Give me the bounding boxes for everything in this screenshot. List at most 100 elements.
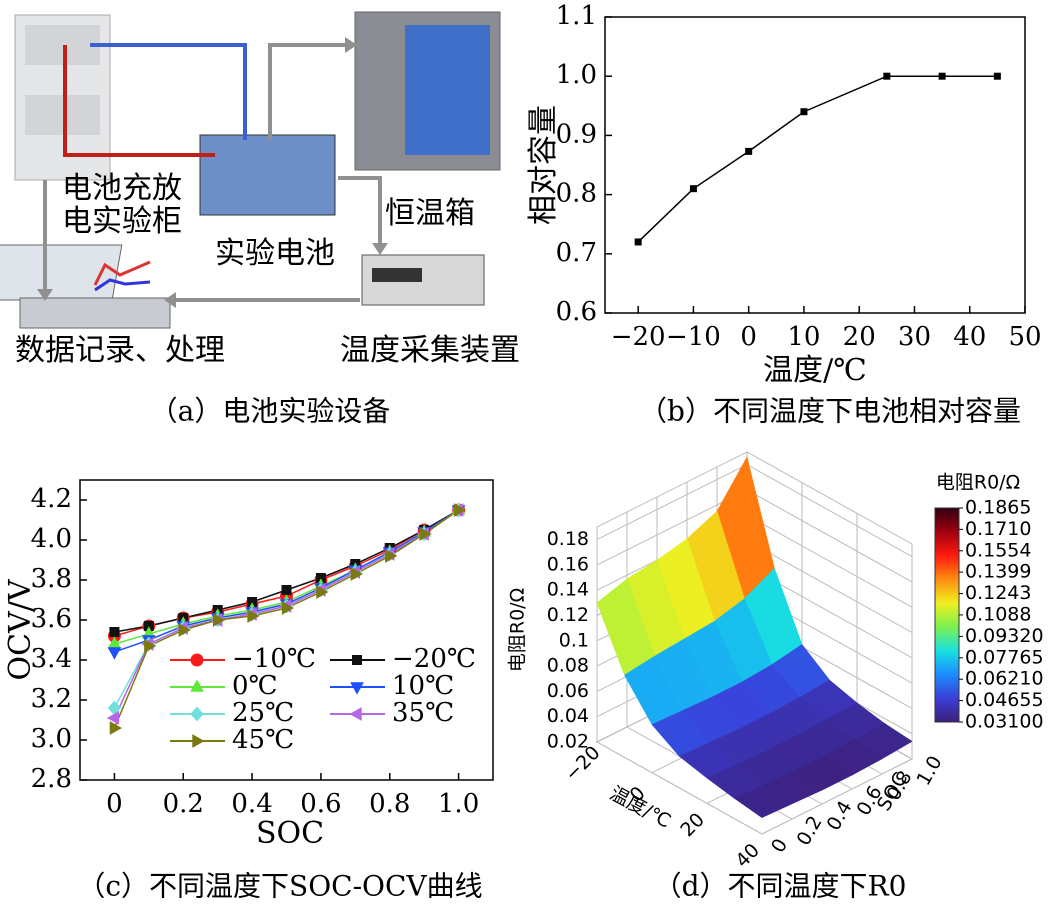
legend-marker [190,653,204,667]
logger-label: 温度采集装置 [340,333,520,368]
legend-label: 10℃ [392,671,454,701]
laptop-base [19,297,171,329]
colorbar-tick-label: 0.07765 [965,646,1044,668]
x-tick-label: 1.0 [438,789,479,819]
y-tick-label: 0.7 [556,238,597,268]
x-tick-label: 0.4 [231,789,272,819]
y-tick-label: 0.6 [556,297,597,327]
marker [316,585,329,599]
marker [883,72,891,80]
colorbar-tick-label: 0.1554 [965,539,1031,561]
y-tick-label: 1.1 [556,1,597,31]
colorbar-tick-label: 0.06210 [965,668,1044,690]
x-tick-label: 0.6 [300,789,341,819]
marker [281,601,295,615]
marker [247,609,260,623]
x-tick-label: 20 [843,322,876,352]
marker [689,185,697,193]
x-axis-label: SOC [256,816,324,851]
legend-marker [352,655,362,665]
cabinet-label: 电池充放 [62,171,182,206]
y-tick-label: 2.8 [31,764,72,794]
x-tick-label: −10 [666,322,721,352]
z-tick-label: 0.12 [547,604,589,626]
y-tick-label: 3.0 [31,724,72,754]
x-tick-label: 0.8 [369,789,410,819]
caption: （a）电池实验设备 [150,395,391,428]
x-tick-label: 40 [731,839,764,872]
legend-marker [190,706,204,722]
legend-marker [192,734,205,748]
marker [350,567,363,581]
y-tick-label: 1.0 [556,60,597,90]
cabinet-label: 电实验柜 [62,204,182,239]
x-tick-label: 10 [787,322,820,352]
series-line [114,509,459,633]
plot-frame [79,479,494,781]
legend-label: 0℃ [232,671,278,701]
z-tick-label: 0.06 [547,680,589,702]
cabinet-panel [25,25,100,65]
arrow-head [372,243,388,255]
arrow-head [37,289,53,301]
marker [106,711,120,725]
legend-marker [349,707,362,721]
marker [993,72,1001,80]
marker [107,647,122,660]
y-tick-label: 0.8 [556,179,597,209]
legend-marker [350,682,364,695]
z-tick-label: 0.02 [547,731,589,753]
marker [745,147,753,155]
x-tick-label: 40 [953,322,986,352]
y-tick-label: 0.9 [556,119,597,149]
marker [178,623,191,637]
caption: （b）不同温度下电池相对容量 [639,395,1021,428]
marker [109,627,120,637]
x-tick-label: 0.2 [163,789,204,819]
caption: （c）不同温度下SOC-OCV曲线 [77,870,482,903]
legend-label: −10℃ [232,644,316,674]
y-tick-label: 4.2 [31,484,72,514]
marker [212,613,226,627]
marker [453,503,467,517]
legend-label: 45℃ [232,725,294,755]
battery-pack [199,134,336,216]
legend-marker [190,679,204,692]
wire [63,45,215,157]
marker [281,585,292,595]
marker [144,639,157,653]
plot-frame [604,16,1026,314]
y-tick-label: 3.4 [31,644,72,674]
colorbar-tick-label: 0.1399 [965,561,1031,583]
colorbar-tick-label: 0.1865 [965,497,1031,519]
x-tick-label: 30 [898,322,931,352]
chamber-door [405,25,490,155]
marker [385,549,398,563]
arrow-head [164,292,176,308]
battery-label: 实验电池 [215,236,335,271]
legend-label: 35℃ [392,698,454,728]
colorbar-tick-label: 0.03100 [965,711,1044,733]
computer-label: 数据记录、处理 [15,333,225,368]
z-tick-label: 0.08 [547,655,589,677]
series-line [114,509,459,645]
laptop-screen [0,244,123,301]
y-tick-label: 3.8 [31,564,72,594]
series-line [114,509,459,637]
legend-label: 25℃ [232,698,294,728]
series-line [637,75,998,243]
equipment-diagram: 电池充放 电实验柜 实验电池 恒温箱 数据记录、处理 温度采集装置 （a）电池实… [0,11,520,428]
surface-patch [733,784,793,818]
marker [419,527,432,541]
y-tick-label: 1.0 [912,752,946,789]
logger-display [372,268,422,282]
y-tick-label: 3.2 [31,684,72,714]
chamber-label: 恒温箱 [385,196,475,231]
marker [634,238,642,246]
laptop-curve [94,278,151,292]
y-axis-label: OCV/V [3,578,38,680]
series-line [114,509,459,653]
marker [109,721,123,735]
z-tick-label: 0.1 [559,629,589,651]
